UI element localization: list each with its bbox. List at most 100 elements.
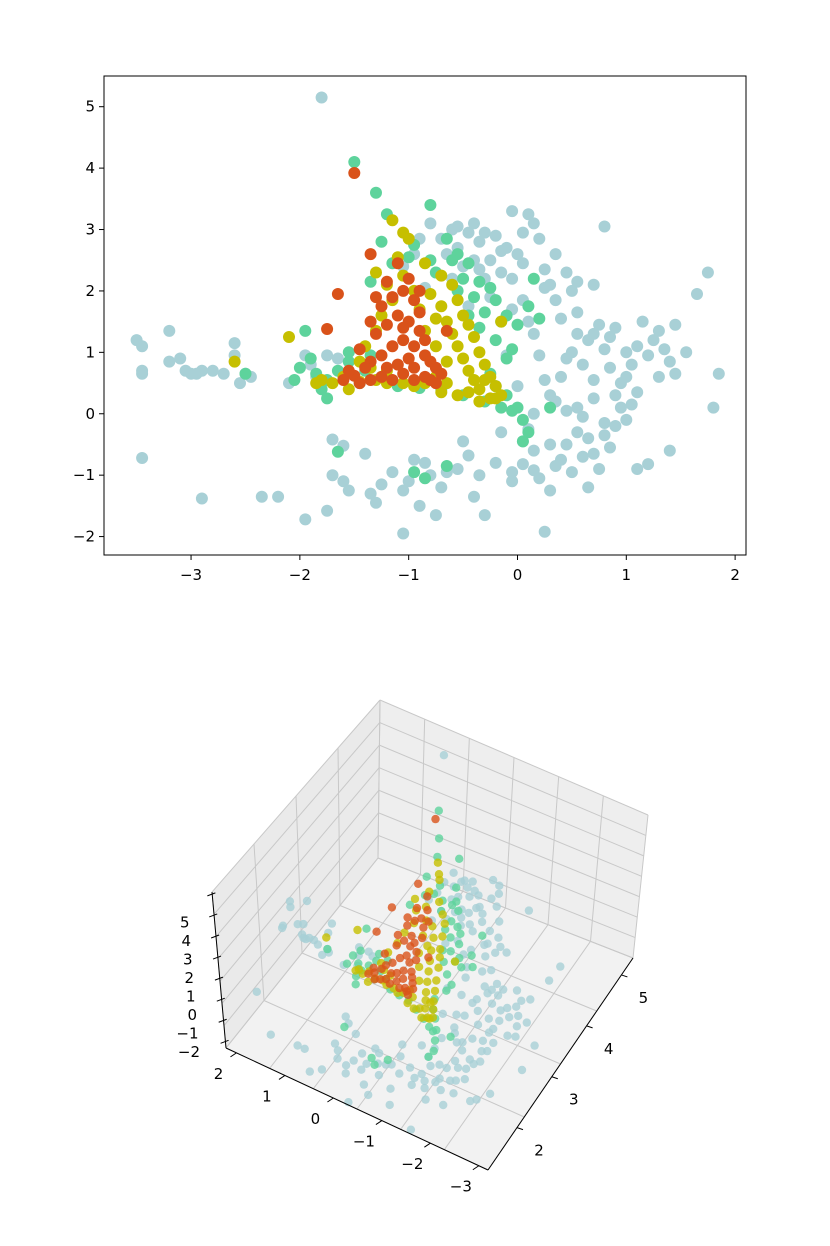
- scatter-point: [370, 186, 382, 199]
- scatter-point: [609, 389, 622, 402]
- scatter-point: [255, 490, 268, 503]
- scatter-point-3d: [340, 1022, 349, 1032]
- scatter-point-3d: [517, 996, 526, 1005]
- scatter-point-3d: [374, 1070, 384, 1080]
- scatter-point: [565, 284, 578, 297]
- scatter-point-3d: [286, 902, 295, 912]
- scatter-point: [631, 386, 644, 399]
- scatter-point: [565, 466, 578, 479]
- scatter-point-3d: [457, 913, 466, 922]
- grid-line: [377, 699, 381, 859]
- scatter-point-3d: [488, 875, 498, 885]
- scatter-point-3d: [460, 876, 469, 885]
- scatter-point-3d: [467, 951, 476, 960]
- scatter-point: [419, 334, 431, 347]
- scatter-point: [408, 361, 421, 374]
- scatter-point: [446, 254, 459, 267]
- scatter-point-3d: [422, 872, 431, 881]
- scatter-point: [533, 349, 546, 362]
- scatter-point: [380, 318, 393, 331]
- scatter-point-3d: [511, 1032, 520, 1041]
- scatter-point: [511, 318, 524, 331]
- scatter-point: [380, 361, 393, 374]
- scatter-point-3d: [435, 875, 444, 885]
- scatter-point: [560, 404, 573, 417]
- scatter-point-3d: [300, 1044, 309, 1054]
- scatter-point-3d: [419, 923, 428, 932]
- scatter-point: [468, 217, 480, 230]
- scatter-point: [707, 401, 720, 414]
- scatter-point: [174, 352, 187, 365]
- x-axis-ticks-3d: 2 1 0 −1 −2 −3: [214, 1052, 480, 1196]
- scatter-point: [342, 484, 355, 497]
- scatter-point: [571, 327, 584, 340]
- scatter-point: [506, 475, 519, 488]
- scatter-point: [429, 361, 442, 374]
- y-tick-label: 0: [85, 405, 95, 423]
- scatter-point: [631, 463, 644, 475]
- scatter-point-3d: [452, 1010, 461, 1019]
- scatter-point-3d: [464, 908, 473, 918]
- scatter-point-3d: [473, 1020, 483, 1029]
- scatter-point: [321, 504, 334, 517]
- y-tick-label: 2: [85, 282, 95, 300]
- x-axis-line-3d: [225, 1047, 489, 1171]
- scatter-point: [489, 229, 502, 242]
- scatter-point: [337, 475, 350, 488]
- scatter-point: [462, 386, 475, 399]
- scatter-point-3d: [351, 966, 360, 975]
- scatter-point-3d: [411, 955, 421, 965]
- scatter-point-3d: [362, 1059, 371, 1069]
- scatter-point: [587, 392, 600, 405]
- scatter-point-3d: [446, 1032, 455, 1042]
- scatter-point-3d: [485, 926, 494, 936]
- scatter-point: [620, 370, 633, 383]
- scatter-point: [538, 263, 551, 276]
- scatter-point-3d: [472, 995, 481, 1004]
- scatter-point-3d: [432, 976, 441, 985]
- scatter-point: [549, 294, 562, 307]
- scatter-point-3d: [396, 1052, 405, 1061]
- scatter-point: [402, 272, 415, 285]
- scatter-point-3d: [424, 1052, 433, 1062]
- grid-line: [420, 719, 426, 875]
- z-tick-mark-3d: [210, 934, 220, 939]
- scatter-point-3d: [370, 1060, 379, 1070]
- scatter-point-3d: [417, 1041, 426, 1050]
- scatter-point-3d: [372, 927, 381, 936]
- scatter-point: [593, 318, 606, 331]
- scatter-point: [408, 340, 421, 353]
- scatter-point-3d: [387, 969, 396, 978]
- scatter-point-3d: [453, 1063, 463, 1073]
- scatter-point: [413, 499, 426, 512]
- scatter-point-3d: [313, 940, 323, 949]
- scatter-point: [310, 377, 323, 390]
- z-tick-label-3d: 0: [187, 1006, 197, 1024]
- scatter-point-3d: [430, 1036, 440, 1045]
- scatter-point: [331, 445, 344, 458]
- scatter-point: [299, 324, 312, 337]
- scatter-point-3d: [412, 903, 422, 913]
- scatter-point: [489, 456, 502, 469]
- scatter-point: [609, 420, 622, 432]
- scatter-point-3d: [480, 982, 489, 991]
- scatter-point: [478, 509, 491, 522]
- scatter-point: [495, 245, 508, 257]
- scatter-point: [495, 315, 508, 328]
- scatter-point-3d: [435, 897, 444, 907]
- scatter-point: [495, 426, 508, 439]
- y-tick-label: −1: [73, 466, 95, 484]
- scatter-point-3d: [423, 892, 432, 901]
- scatter-point-3d: [439, 751, 449, 760]
- scatter-point-3d: [407, 931, 416, 941]
- x-tick-label-3d: 1: [262, 1087, 272, 1105]
- scatter-point-3d: [299, 919, 308, 929]
- scatter-point: [625, 358, 638, 371]
- scatter-point-3d: [494, 933, 503, 942]
- scatter-point: [544, 401, 557, 414]
- scatter-point-3d: [425, 1014, 434, 1023]
- scatter-point: [136, 452, 149, 464]
- y-tick-mark-3d: [621, 974, 628, 978]
- scatter-point-3d: [431, 814, 440, 824]
- scatter-point: [489, 392, 502, 405]
